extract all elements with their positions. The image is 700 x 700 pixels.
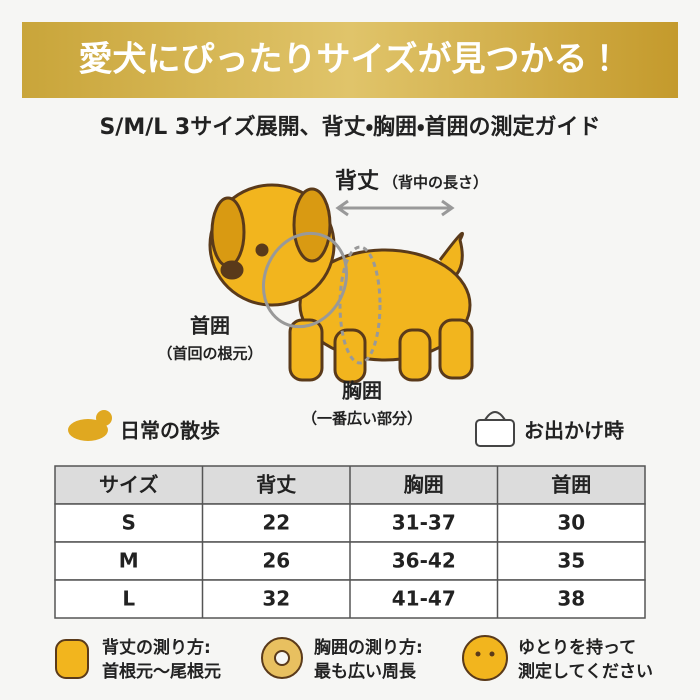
back-note: （背中の長さ） xyxy=(383,174,488,192)
bag-icon xyxy=(475,411,515,447)
scene-label: 日常の散歩 xyxy=(120,419,220,443)
table-cell: M xyxy=(119,549,139,573)
table-cell: L xyxy=(122,587,135,611)
banner xyxy=(22,22,678,98)
table-cell: 22 xyxy=(262,511,290,535)
header-cell: 首囲 xyxy=(551,473,591,497)
table-cell: 36-42 xyxy=(392,549,456,573)
table-cell: 38 xyxy=(557,587,585,611)
subtitle: S/M/L 3サイズ展開、背丈・胸囲・首囲の測定ガイド xyxy=(99,114,600,140)
neck-note: （首回の根元） xyxy=(157,345,262,363)
tip-text: 胸囲の測り方: xyxy=(314,637,423,658)
measure-guides xyxy=(261,199,455,365)
dog-illustration xyxy=(208,183,474,384)
back-label: 背丈 xyxy=(335,169,379,194)
table-cell: 35 xyxy=(557,549,585,573)
banner-title: 愛犬にぴったりサイズが見つかる！ xyxy=(79,40,622,80)
size-table: サイズ 背丈 胸囲 首囲 S 22 31-37 30 M 26 36-42 35 L 32 41-47 38 xyxy=(54,465,646,619)
header-cell: 胸囲 xyxy=(404,473,444,497)
tip-text: 背丈の測り方: xyxy=(102,637,211,658)
table-cell: 26 xyxy=(262,549,290,573)
neck-label: 首囲 xyxy=(190,314,230,338)
header-cell: 背丈 xyxy=(256,473,296,497)
chest-note: （一番広い部分） xyxy=(302,410,422,428)
tips: 背丈の測り方: 首根元〜尾根元 胸囲の測り方: 最も広い周長 ゆとりを持って測定してくだ… xyxy=(102,637,653,682)
hand-icon xyxy=(55,639,89,679)
table-cell: 30 xyxy=(557,511,585,535)
header-cell: サイズ xyxy=(99,473,158,497)
table-cell: S xyxy=(122,511,136,535)
tip-text: ゆとりを持って xyxy=(518,637,636,658)
table-cell: 41-47 xyxy=(392,587,456,611)
tip-text: 最も広い周長 xyxy=(314,662,417,682)
tip-text: 首根元〜尾根元 xyxy=(102,661,221,682)
tape-icon xyxy=(261,637,303,679)
dog-face-icon xyxy=(462,635,508,681)
table-cell: 32 xyxy=(262,587,290,611)
tip-text: 測定してください xyxy=(518,661,653,682)
chest-label: 胸囲 xyxy=(342,379,382,403)
table-cell: 31-37 xyxy=(392,511,456,535)
scene-label: お出かけ時 xyxy=(524,419,624,443)
walk-icon xyxy=(68,410,112,441)
